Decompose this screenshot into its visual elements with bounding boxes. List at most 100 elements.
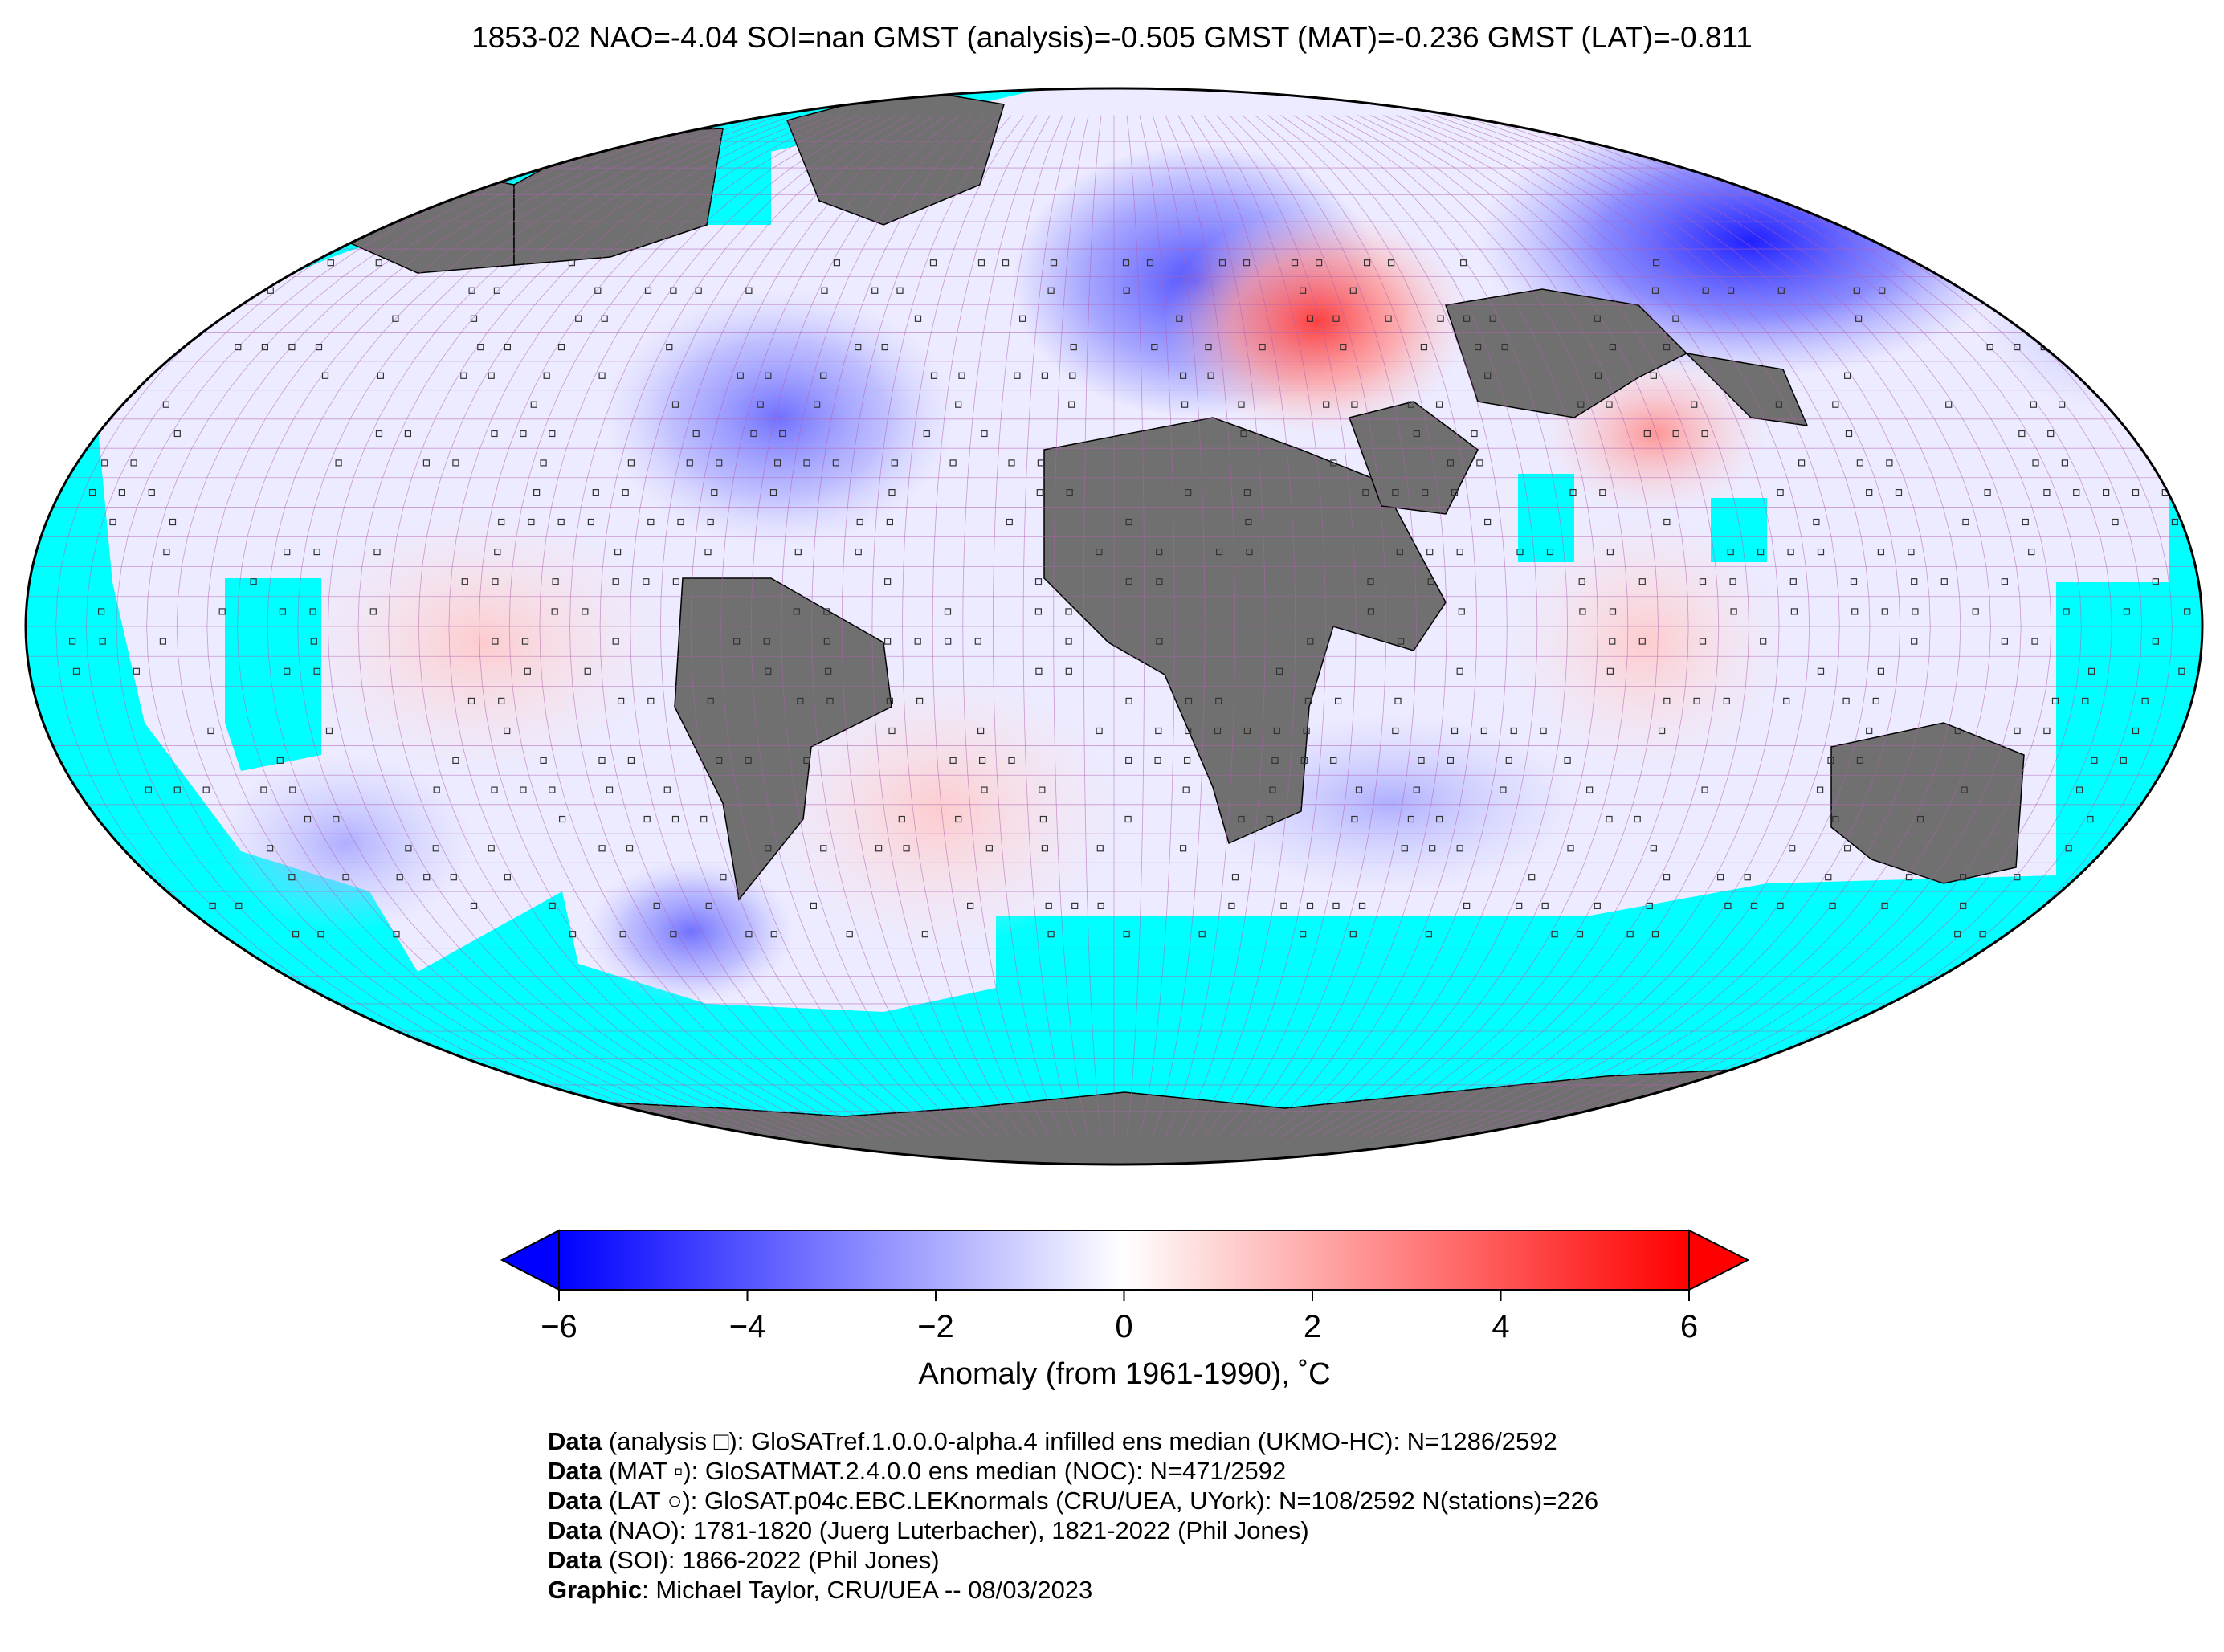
observation-marker (552, 578, 559, 585)
observation-marker (470, 902, 478, 910)
observation-marker (944, 608, 952, 615)
observation-marker (551, 608, 558, 615)
observation-marker (68, 638, 76, 645)
observation-marker (1300, 757, 1308, 765)
observation-marker (896, 287, 904, 294)
observation-marker (494, 548, 501, 556)
land-no-data-southamerica (674, 577, 892, 901)
observation-marker (1701, 430, 1708, 438)
observation-marker (488, 845, 495, 852)
observation-marker (1228, 902, 1235, 910)
observation-marker (1881, 902, 1888, 910)
observation-marker (823, 638, 831, 645)
graticule-meridian (1332, 115, 1629, 1138)
observation-marker (235, 344, 242, 351)
observation-marker (779, 430, 786, 438)
observation-marker (757, 401, 764, 408)
observation-marker (1280, 902, 1287, 910)
observation-marker (671, 815, 679, 823)
observation-marker (1243, 727, 1251, 735)
observation-marker (888, 488, 896, 496)
observation-marker (461, 578, 468, 585)
observation-marker (1397, 638, 1405, 645)
observation-marker (820, 372, 827, 379)
observation-marker (1456, 845, 1463, 852)
observation-marker (1207, 372, 1214, 379)
observation-marker (1727, 548, 1734, 556)
observation-marker (1246, 548, 1253, 556)
observation-marker (467, 697, 475, 705)
graticule-meridian (539, 115, 871, 1138)
observation-marker (568, 259, 576, 267)
observation-marker (1002, 259, 1010, 267)
observation-marker (393, 931, 400, 938)
observation-marker (1877, 548, 1884, 556)
observation-marker (1813, 518, 1820, 526)
observation-marker (2014, 727, 2021, 735)
observation-marker (1050, 259, 1058, 267)
observation-marker (1954, 931, 1961, 938)
observation-marker (745, 287, 753, 294)
observation-marker (2001, 578, 2008, 585)
observation-marker (1238, 815, 1245, 823)
observation-marker (883, 578, 892, 585)
observation-marker (2087, 815, 2094, 823)
observation-marker (871, 287, 879, 294)
observation-marker (1851, 608, 1859, 615)
observation-marker (1730, 608, 1737, 615)
observation-marker (1125, 578, 1132, 585)
observation-marker (1065, 608, 1072, 615)
observation-marker (1606, 401, 1613, 408)
graticule-meridian (1190, 115, 1296, 1138)
graticule-meridian (902, 115, 1025, 1138)
graticule-meridian (1536, 115, 2112, 1138)
graticule-meridian (630, 115, 909, 1138)
observation-marker (1367, 608, 1375, 615)
observation-marker (705, 902, 712, 910)
observation-marker (1358, 902, 1366, 910)
observation-marker (1096, 845, 1104, 852)
observation-marker (1332, 315, 1340, 322)
graticule-meridian (479, 115, 845, 1138)
observation-marker (582, 608, 589, 615)
observation-marker (720, 874, 727, 881)
observation-marker (1418, 757, 1425, 765)
observation-marker (745, 757, 752, 765)
observation-marker (325, 727, 333, 735)
observation-marker (584, 667, 591, 675)
observation-marker (88, 488, 96, 496)
graticule-meridian (1319, 115, 1598, 1138)
observation-marker (373, 548, 381, 556)
observation-marker (1183, 757, 1191, 765)
graticule-meridian (1383, 115, 1749, 1138)
observation-marker (375, 430, 383, 438)
graticule-meridian (720, 115, 948, 1138)
graticule-meridian (85, 115, 679, 1138)
observation-marker (1905, 874, 1913, 881)
observation-marker (504, 727, 511, 735)
observation-marker (1638, 578, 1646, 585)
colorbar-tick-label: 4 (1492, 1309, 1510, 1344)
observation-marker (1407, 401, 1415, 408)
observation-marker (549, 430, 556, 438)
observation-marker (310, 638, 317, 645)
observation-marker (1245, 518, 1252, 526)
colorbar-extend-low (500, 1229, 560, 1291)
observation-marker (921, 931, 929, 938)
observation-marker (2184, 608, 2191, 615)
observation-marker (313, 548, 320, 556)
observation-marker (543, 372, 550, 379)
observation-marker (587, 518, 595, 526)
observation-marker (1231, 874, 1239, 881)
observation-marker (888, 727, 896, 735)
observation-marker (1817, 667, 1825, 675)
observation-marker (704, 548, 712, 556)
observation-marker (1349, 287, 1357, 294)
graticule-meridian (1083, 115, 1102, 1138)
observation-marker (929, 259, 937, 267)
observation-marker (279, 608, 286, 615)
observation-marker (803, 459, 810, 467)
graticule-meridian (1242, 115, 1417, 1138)
observation-marker (1269, 786, 1276, 793)
anomaly-south-pacific-cold (217, 755, 474, 932)
